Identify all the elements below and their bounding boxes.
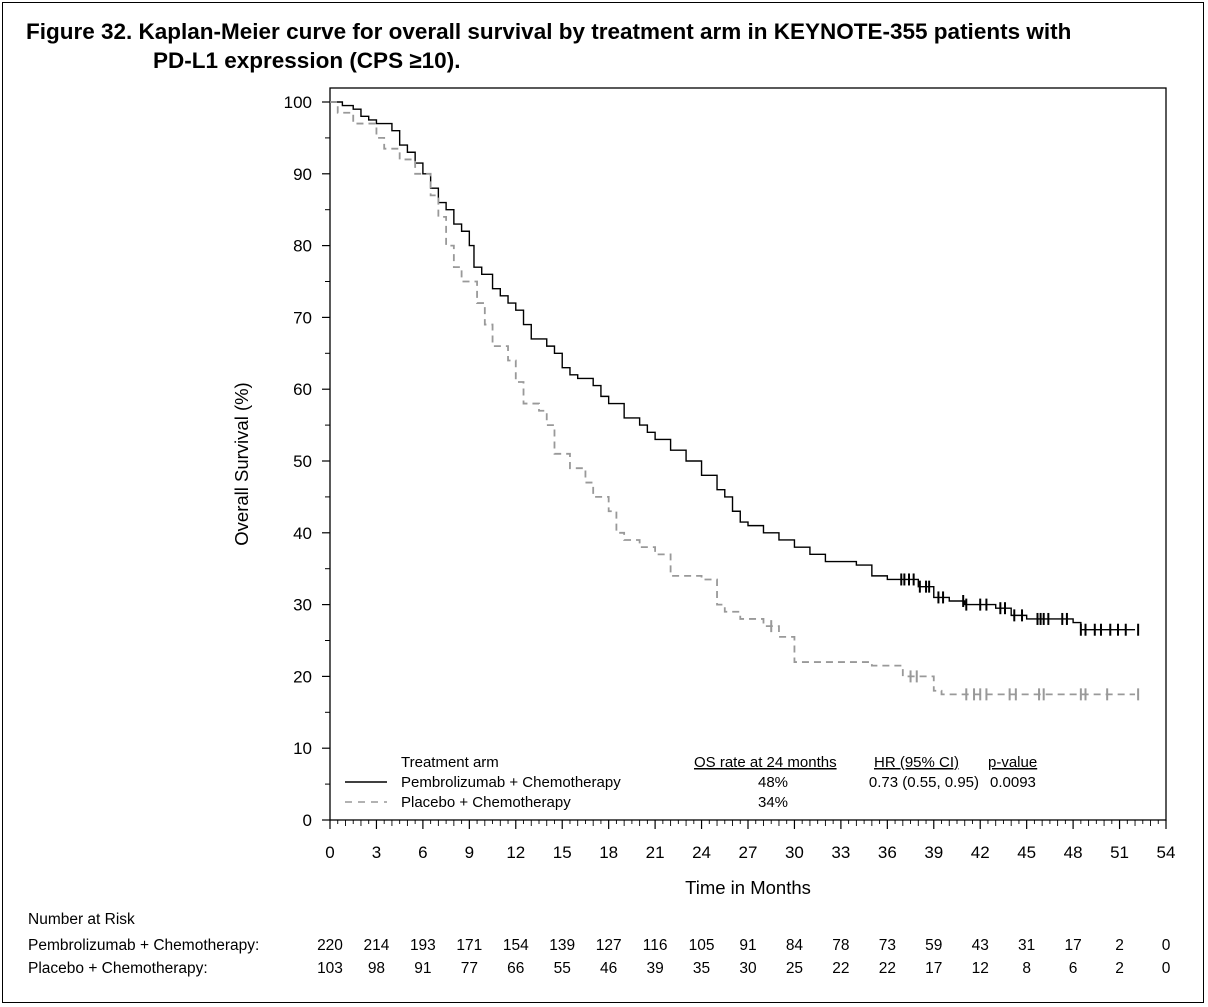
at-risk-cell: 78 — [832, 937, 850, 954]
legend-header-os: OS rate at 24 months — [694, 754, 837, 771]
at-risk-cell: 193 — [409, 937, 436, 954]
x-axis-label: Time in Months — [685, 877, 811, 898]
at-risk-cell: 2 — [1115, 937, 1124, 954]
at-risk-cell: 154 — [502, 937, 529, 954]
at-risk-cell: 127 — [595, 937, 622, 954]
y-tick-label: 60 — [293, 380, 312, 399]
at-risk-cell: 0 — [1161, 960, 1171, 977]
x-tick-label: 0 — [325, 843, 334, 862]
y-tick-label: 50 — [293, 452, 312, 471]
at-risk-cell: 2 — [1115, 960, 1124, 977]
at-risk-cell: 91 — [739, 937, 757, 954]
legend: Treatment arm OS rate at 24 months HR (9… — [345, 754, 1037, 811]
x-tick-label: 39 — [924, 843, 943, 862]
x-tick-label: 6 — [418, 843, 427, 862]
at-risk-heading: Number at Risk — [28, 911, 135, 928]
at-risk-cell: 214 — [363, 937, 390, 954]
x-tick-label: 21 — [646, 843, 665, 862]
y-tick-label: 30 — [293, 596, 312, 615]
x-tick-label: 51 — [1110, 843, 1129, 862]
legend-os-pembro: 48% — [758, 774, 788, 791]
at-risk-cell: 8 — [1022, 960, 1031, 977]
at-risk-cell: 31 — [1018, 937, 1036, 954]
figure-title-line1: Figure 32. Kaplan-Meier curve for overal… — [26, 19, 1072, 44]
at-risk-cell: 73 — [878, 937, 896, 954]
x-tick-label: 33 — [831, 843, 850, 862]
x-tick-label: 15 — [553, 843, 572, 862]
y-tick-label: 40 — [293, 524, 312, 543]
at-risk-cell: 30 — [739, 960, 757, 977]
at-risk-cell: 98 — [367, 960, 386, 977]
x-tick-label: 48 — [1064, 843, 1083, 862]
x-tick-label: 45 — [1017, 843, 1036, 862]
at-risk-cell: 103 — [317, 960, 343, 977]
series — [330, 101, 1140, 701]
x-tick-label: 42 — [971, 843, 990, 862]
legend-header-p: p-value — [988, 754, 1037, 771]
y-tick-label: 80 — [293, 237, 312, 256]
at-risk-cell: 12 — [971, 960, 989, 977]
x-tick-label: 12 — [506, 843, 525, 862]
plot-frame — [329, 87, 1167, 821]
at-risk-cell: 17 — [925, 960, 943, 977]
at-risk-cell: 220 — [317, 937, 343, 954]
at-risk-cell: 35 — [692, 960, 711, 977]
x-tick-label: 54 — [1157, 843, 1176, 862]
at-risk-cell: 39 — [646, 960, 664, 977]
x-tick-label: 24 — [692, 843, 711, 862]
at-risk-cell: 77 — [460, 960, 478, 977]
x-tick-label: 9 — [465, 843, 474, 862]
legend-label-pembro: Pembrolizumab + Chemotherapy — [401, 774, 621, 791]
at-risk-cell: 22 — [878, 960, 896, 977]
legend-header-arm: Treatment arm — [401, 754, 499, 771]
at-risk-cell: 22 — [832, 960, 850, 977]
y-tick-label: 10 — [293, 739, 312, 758]
x-tick-label: 30 — [785, 843, 804, 862]
y-tick-label: 90 — [293, 165, 312, 184]
x-tick-label: 18 — [599, 843, 618, 862]
at-risk-cell: 46 — [600, 960, 618, 977]
at-risk-cell: 43 — [971, 937, 989, 954]
series-line-0 — [330, 101, 1136, 631]
at-risk-cell: 6 — [1068, 960, 1078, 977]
at-risk-cell: 17 — [1064, 937, 1082, 954]
at-risk-row-label-placebo: Placebo + Chemotherapy: — [28, 960, 208, 977]
at-risk-cell: 171 — [456, 937, 483, 954]
y-axis-label: Overall Survival (%) — [231, 382, 252, 545]
at-risk-cell: 25 — [785, 960, 804, 977]
figure-title-line2: PD-L1 expression (CPS ≥10). — [153, 48, 461, 73]
y-tick-label: 100 — [284, 93, 312, 112]
figure-title: Figure 32. Kaplan-Meier curve for overal… — [26, 17, 1196, 75]
at-risk-cell: 105 — [688, 937, 715, 954]
legend-os-placebo: 34% — [758, 794, 788, 811]
legend-label-placebo: Placebo + Chemotherapy — [401, 794, 571, 811]
legend-header-hr: HR (95% CI) — [874, 754, 959, 771]
at-risk-cell: 66 — [507, 960, 525, 977]
at-risk-cell: 91 — [414, 960, 432, 977]
at-risk-cell: 0 — [1161, 937, 1171, 954]
at-risk-cell: 139 — [549, 937, 576, 954]
at-risk-row-label-pembro: Pembrolizumab + Chemotherapy: — [28, 937, 260, 954]
x-tick-label: 3 — [372, 843, 381, 862]
y-tick-label: 70 — [293, 308, 312, 327]
y-tick-label: 0 — [303, 811, 312, 830]
series-line-1 — [330, 101, 1136, 696]
axes — [329, 87, 1167, 821]
y-tick-label: 20 — [293, 667, 312, 686]
at-risk-cell: 55 — [553, 960, 571, 977]
at-risk-cell: 116 — [642, 937, 668, 954]
legend-hr-pembro: 0.73 (0.55, 0.95) — [869, 774, 979, 791]
legend-p-pembro: 0.0093 — [990, 774, 1036, 791]
at-risk-cell: 59 — [925, 937, 943, 954]
x-tick-label: 36 — [878, 843, 897, 862]
x-tick-label: 27 — [739, 843, 758, 862]
at-risk-cell: 84 — [785, 937, 804, 954]
